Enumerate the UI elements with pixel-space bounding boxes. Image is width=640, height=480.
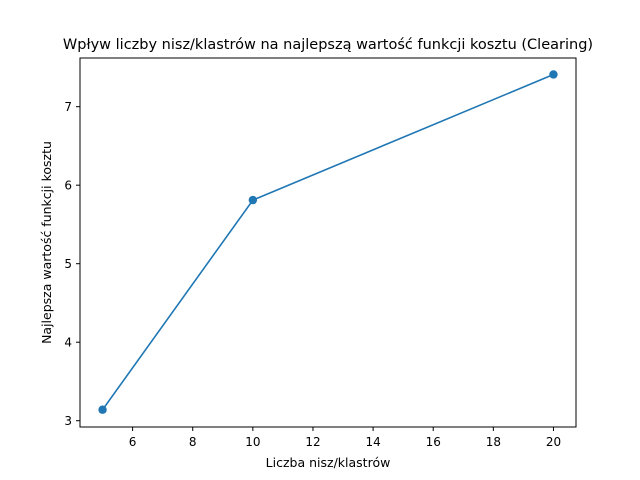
y-tick-label: 4 <box>64 336 72 350</box>
chart-title: Wpływ liczby nisz/klastrów na najlepszą … <box>63 37 593 53</box>
y-tick-group: 3 4 5 6 7 <box>64 100 80 428</box>
y-tick-label: 6 <box>64 179 72 193</box>
x-tick-label: 18 <box>486 435 501 449</box>
x-tick-label: 6 <box>129 435 137 449</box>
x-tick-label: 10 <box>245 435 260 449</box>
x-tick-label: 14 <box>365 435 380 449</box>
x-tick-group: 6 8 10 12 14 16 18 20 <box>129 427 561 449</box>
x-tick-label: 12 <box>305 435 320 449</box>
x-axis-label: Liczba nisz/klastrów <box>266 455 391 470</box>
y-tick-label: 7 <box>64 100 72 114</box>
y-axis-label: Najlepsza wartość funkcji kosztu <box>39 141 54 344</box>
data-point <box>248 195 258 205</box>
x-tick-label: 16 <box>426 435 441 449</box>
y-tick-label: 5 <box>64 257 72 271</box>
y-tick-label: 3 <box>64 414 72 428</box>
x-tick-label: 20 <box>546 435 561 449</box>
data-point <box>98 405 107 414</box>
x-tick-label: 8 <box>189 435 197 449</box>
plot-area-frame <box>79 57 577 428</box>
data-point <box>549 70 558 79</box>
series-line-group <box>98 70 558 414</box>
series-line <box>101 73 554 411</box>
